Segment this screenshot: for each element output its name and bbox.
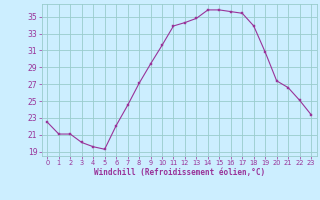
X-axis label: Windchill (Refroidissement éolien,°C): Windchill (Refroidissement éolien,°C) [94,168,265,177]
